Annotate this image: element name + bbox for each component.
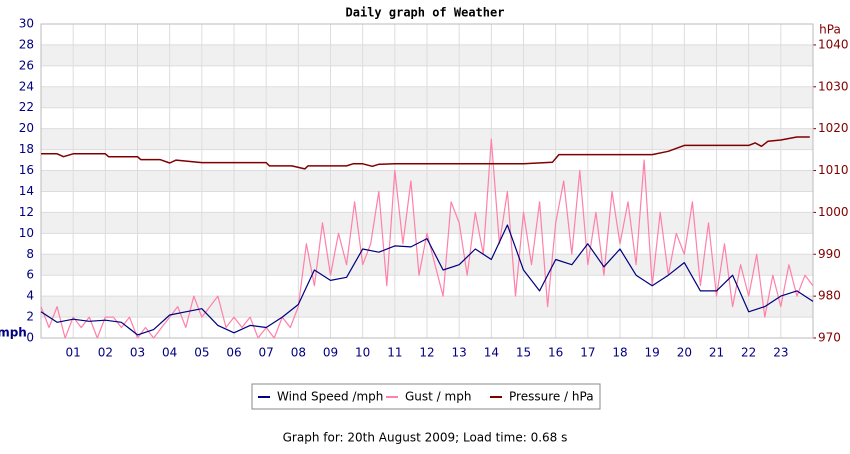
y-tick-label: 0 bbox=[26, 331, 34, 345]
x-tick-label: 17 bbox=[580, 346, 595, 360]
x-tick-label: 11 bbox=[387, 346, 402, 360]
x-tick-label: 09 bbox=[323, 346, 338, 360]
y-tick-label: 26 bbox=[19, 58, 34, 72]
x-tick-label: 07 bbox=[259, 346, 274, 360]
legend-label: Pressure / hPa bbox=[509, 390, 594, 404]
series-line bbox=[41, 136, 810, 170]
legend-label: Wind Speed /mph bbox=[277, 390, 383, 404]
x-tick-label: 04 bbox=[162, 346, 177, 360]
y2-tick-label: 980 bbox=[818, 289, 841, 303]
legend-label: Gust / mph bbox=[405, 390, 471, 404]
y2-tick-label: 1040 bbox=[818, 37, 849, 51]
y-tick-label: 18 bbox=[19, 142, 34, 156]
y-tick-label: 4 bbox=[26, 289, 34, 303]
y-tick-label: 20 bbox=[19, 121, 34, 135]
y-tick-label: 12 bbox=[19, 205, 34, 219]
x-tick-label: 19 bbox=[645, 346, 660, 360]
y-tick-label: 24 bbox=[19, 79, 34, 93]
y-tick-label: 8 bbox=[26, 247, 34, 261]
y-axis-label: mph bbox=[0, 326, 27, 340]
x-tick-label: 10 bbox=[355, 346, 370, 360]
x-tick-label: 05 bbox=[194, 346, 209, 360]
x-tick-label: 20 bbox=[677, 346, 692, 360]
series-line bbox=[40, 138, 814, 339]
y-tick-label: 28 bbox=[19, 37, 34, 51]
x-tick-label: 02 bbox=[98, 346, 113, 360]
x-tick-label: 12 bbox=[419, 346, 434, 360]
y-tick-label: 6 bbox=[26, 268, 34, 282]
x-tick-label: 13 bbox=[452, 346, 467, 360]
x-tick-label: 21 bbox=[709, 346, 724, 360]
y-tick-label: 16 bbox=[19, 163, 34, 177]
plot-area bbox=[41, 23, 813, 339]
y-tick-label: 30 bbox=[19, 17, 34, 31]
y2-tick-label: 990 bbox=[818, 247, 841, 261]
x-tick-label: 06 bbox=[226, 346, 241, 360]
x-tick-label: 16 bbox=[548, 346, 563, 360]
footer: Graph for: 20th August 2009; Load time: … bbox=[283, 431, 568, 445]
x-tick-label: 15 bbox=[516, 346, 531, 360]
y-tick-label: 22 bbox=[19, 100, 34, 114]
y2-tick-label: 970 bbox=[818, 331, 841, 345]
x-tick-label: 01 bbox=[66, 346, 81, 360]
x-tick-label: 18 bbox=[612, 346, 627, 360]
y2-axis-label: hPa bbox=[819, 23, 841, 37]
x-tick-label: 23 bbox=[773, 346, 788, 360]
y-tick-label: 14 bbox=[19, 184, 34, 198]
y-tick-label: 2 bbox=[26, 310, 34, 324]
y-tick-label: 10 bbox=[19, 226, 34, 240]
x-tick-label: 14 bbox=[484, 346, 499, 360]
y2-tick-label: 1000 bbox=[818, 205, 849, 219]
series-line bbox=[40, 224, 814, 336]
plot-frame bbox=[40, 23, 814, 339]
y2-tick-label: 1010 bbox=[818, 163, 849, 177]
y2-tick-label: 1020 bbox=[818, 121, 849, 135]
x-tick-label: 22 bbox=[741, 346, 756, 360]
x-tick-label: 08 bbox=[291, 346, 306, 360]
legend-box bbox=[251, 383, 601, 410]
x-tick-label: 03 bbox=[130, 346, 145, 360]
chart-title: Daily graph of Weather bbox=[346, 6, 505, 20]
y2-tick-label: 1030 bbox=[818, 79, 849, 93]
